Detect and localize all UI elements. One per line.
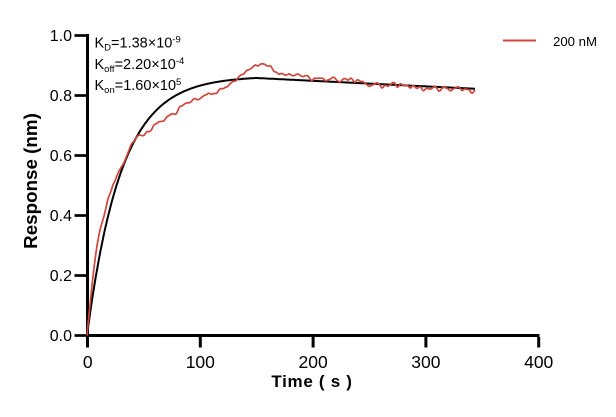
svg-text:0.6: 0.6 <box>50 148 72 165</box>
svg-text:0: 0 <box>83 352 93 372</box>
svg-text:400: 400 <box>524 352 553 372</box>
svg-text:0.8: 0.8 <box>50 88 72 105</box>
svg-text:200 nM: 200 nM <box>553 34 597 49</box>
svg-text:0.2: 0.2 <box>50 268 72 285</box>
svg-text:Koff=2.20×10-4: Koff=2.20×10-4 <box>95 56 185 75</box>
svg-text:200: 200 <box>298 352 327 372</box>
svg-text:1.0: 1.0 <box>50 28 72 45</box>
svg-text:KD=1.38×10-9: KD=1.38×10-9 <box>95 34 181 53</box>
svg-text:100: 100 <box>186 352 215 372</box>
svg-text:300: 300 <box>411 352 440 372</box>
svg-text:Time ( s ): Time ( s ) <box>271 372 352 391</box>
svg-text:0.4: 0.4 <box>50 208 72 225</box>
svg-text:Kon=1.60×105: Kon=1.60×105 <box>95 77 182 96</box>
svg-text:0.0: 0.0 <box>50 328 72 345</box>
svg-text:Response (nm): Response (nm) <box>20 113 41 249</box>
